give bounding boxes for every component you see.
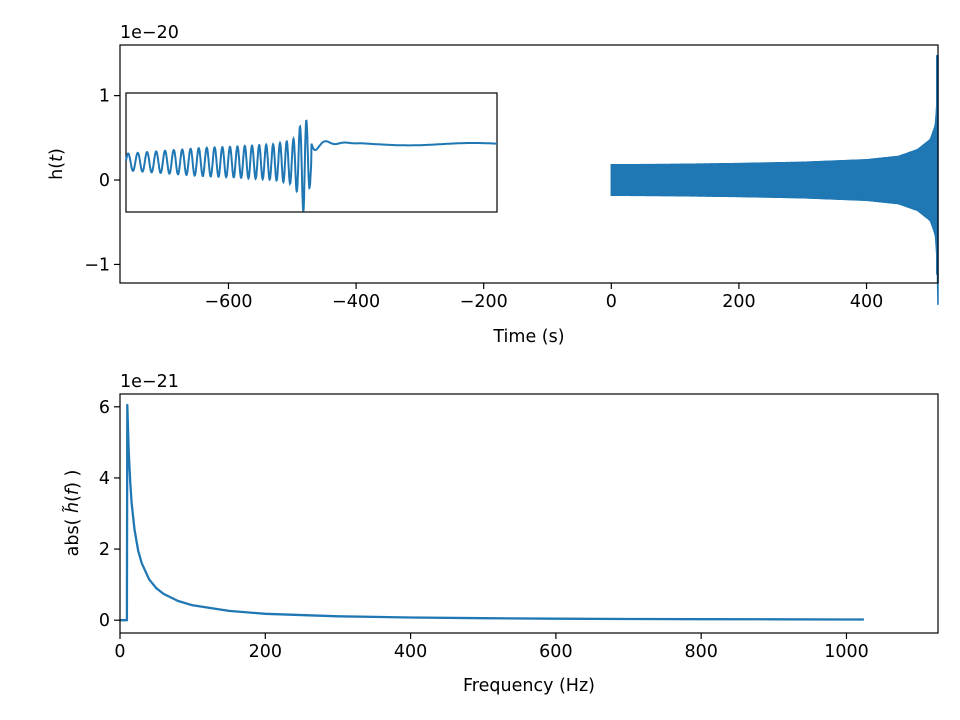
bottom-x-axis-label: Frequency (Hz) [463,676,595,696]
bottom-ytick-label: 2 [99,540,110,560]
bottom-xtick-label: 200 [249,642,282,662]
top-y-axis-label-var: t [47,154,67,162]
top-x-ticks: −600 −400 −200 0 200 400 [204,283,883,312]
top-xtick-label: 200 [722,292,755,312]
bottom-xtick-label: 400 [394,642,427,662]
bottom-xtick-label: 800 [684,642,717,662]
top-y-axis-label-suffix: ) [47,148,67,155]
bottom-y-axis-label-suffix: ) ) [63,470,83,489]
inset-trace [125,119,497,212]
bottom-offset-text: 1e−21 [120,372,179,392]
bottom-y-axis-label: abs( h̃(f) ) [62,470,83,557]
bottom-y-axis-label-mid: ( [63,495,83,502]
bottom-series-group [120,403,864,622]
top-xtick-label: −600 [204,292,252,312]
bottom-y-ticks: 0 2 4 6 [99,398,120,631]
amplitude-spectrum-line [120,403,864,622]
bottom-ytick-label: 4 [99,469,110,489]
top-axes-frame [119,44,939,284]
strain-oscillation-band [610,55,939,305]
top-x-axis-label: Time (s) [492,327,564,347]
bottom-axes-frame [119,393,939,634]
top-xtick-label: 400 [850,292,883,312]
bottom-xtick-label: 1000 [824,642,869,662]
bottom-y-axis-label-prefix: abs( [63,513,83,556]
time-domain-panel: −600 −400 −200 0 200 400 −101 1e−20 Time (s) … [47,23,939,347]
top-y-axis-label-prefix: h( [47,162,67,180]
bottom-ytick-label: 0 [99,611,110,631]
bottom-ytick-label: 6 [99,398,110,418]
top-y-axis-label: h(t) [47,148,67,180]
bottom-x-ticks: 0 200 400 600 800 1000 [114,633,869,662]
top-series-group [610,55,939,305]
top-xtick-label: −400 [332,292,380,312]
top-xtick-label: −200 [460,292,508,312]
frequency-domain-panel: 0 200 400 600 800 1000 0 2 4 6 1e−21 Frequency (… [62,372,939,696]
merger-inset [125,92,498,213]
top-ytick-label: −1 [84,255,110,275]
top-y-ticks: −1 0 1 [84,87,120,275]
bottom-y-axis-label-var: h̃ [62,502,83,513]
top-xtick-label: 0 [606,292,617,312]
inset-series-group [125,119,497,212]
top-ytick-label: 0 [99,171,110,191]
bottom-xtick-label: 600 [539,642,572,662]
top-offset-text: 1e−20 [120,23,179,43]
bottom-y-axis-label-var2: f [63,486,83,495]
bottom-xtick-label: 0 [114,642,125,662]
bottom-plot-area [120,394,938,633]
top-ytick-label: 1 [99,87,110,107]
